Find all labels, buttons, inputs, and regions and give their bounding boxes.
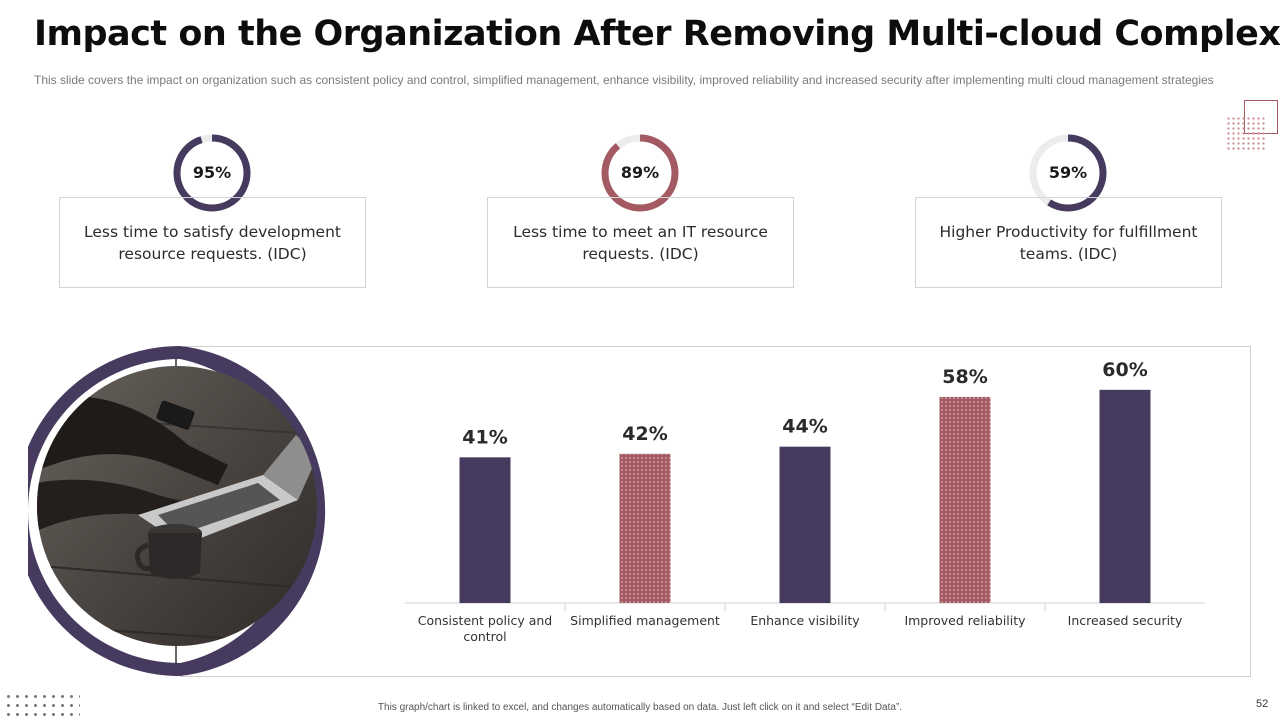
x-tick-label-2: Simplified management	[570, 613, 720, 628]
bar-2	[619, 453, 671, 603]
x-tick-label-4: Improved reliability	[904, 613, 1026, 628]
footer-note: This graph/chart is linked to excel, and…	[377, 702, 903, 713]
bar-value-label-2: 42%	[622, 423, 667, 445]
page-number: 52	[1256, 698, 1269, 710]
bar-1	[459, 457, 511, 603]
corner-dot-pattern	[1226, 116, 1266, 152]
stat-ring-1-arc	[173, 134, 251, 212]
bar-value-label-5: 60%	[1102, 359, 1147, 381]
stat-card-2: Less time to meet an IT resource request…	[487, 197, 794, 288]
x-tick-label-1: Consistent policy and control	[418, 613, 552, 644]
bar-3	[779, 446, 831, 603]
x-tick-label-3: Enhance visibility	[750, 613, 860, 628]
laptop-photo	[15, 345, 330, 677]
page-subtitle: This slide covers the impact on organiza…	[34, 73, 1214, 87]
x-tick-label-5: Increased security	[1068, 613, 1183, 628]
stat-ring-2-value: 89%	[620, 163, 660, 182]
bar-value-label-3: 44%	[782, 416, 827, 438]
bar-value-label-1: 41%	[462, 426, 507, 448]
bar-5	[1099, 389, 1151, 603]
stat-ring-1: 95%	[172, 133, 252, 213]
stat-ring-3-arc	[1029, 134, 1107, 212]
stat-card-1: Less time to satisfy development resourc…	[59, 197, 366, 288]
stat-card-3: Higher Productivity for fulfillment team…	[915, 197, 1222, 288]
bar-value-label-4: 58%	[942, 366, 987, 388]
bottom-dot-pattern	[4, 692, 80, 718]
stat-ring-2-arc	[601, 134, 679, 212]
stat-ring-3: 59%	[1028, 133, 1108, 213]
stat-ring-2: 89%	[600, 133, 680, 213]
stat-ring-1-value: 95%	[192, 163, 232, 182]
page-title: Impact on the Organization After Removin…	[34, 14, 1280, 54]
bar-4	[939, 396, 991, 603]
stat-ring-3-value: 59%	[1048, 163, 1088, 182]
